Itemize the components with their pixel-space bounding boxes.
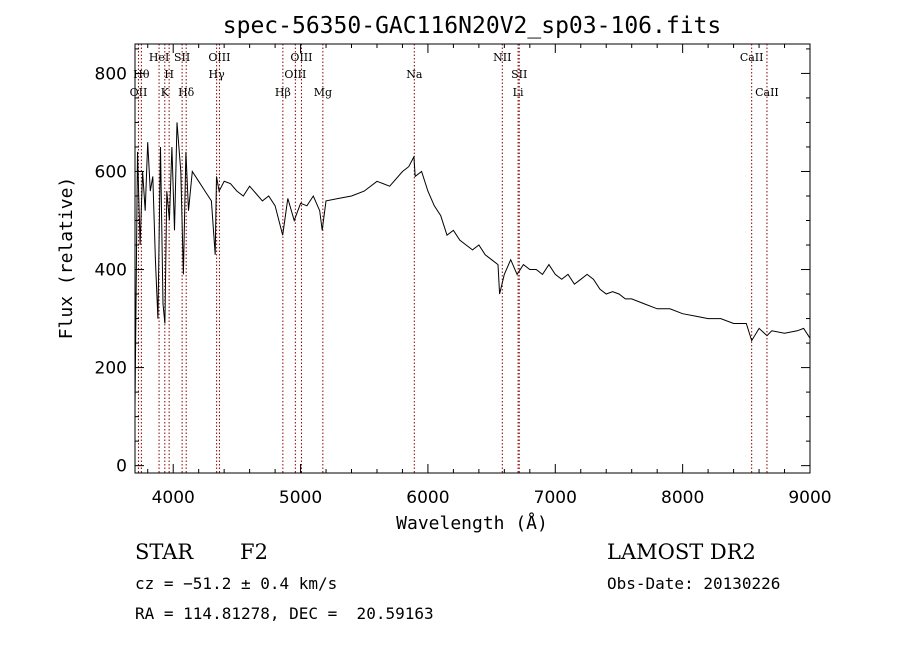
redshift-cz: cz = −51.2 ± 0.4 km/s [135,574,338,593]
y-tick-label-3: 600 [95,162,127,182]
line-marker-label-10: OIII [284,68,306,81]
line-marker-label-14: NII [493,51,511,64]
line-marker-label-3: K [161,86,170,99]
y-axis: 0 200 400 600 800 [95,48,810,477]
x-tick-label-0: 4000 [152,488,195,508]
x-axis-label: Wavelength (Å) [396,512,548,534]
survey-name: LAMOST DR2 [607,540,756,564]
line-marker-label-17: CaII [740,51,764,64]
line-marker-label-18: CaII [755,86,779,99]
y-tick-label-0: 0 [116,457,127,477]
obs-date: Obs-Date: 20130226 [607,574,781,593]
line-marker-label-12: Mg [314,86,332,99]
x-tick-label-2: 6000 [406,488,449,508]
coordinates: RA = 114.81278, DEC = 20.59163 [135,604,434,623]
x-tick-label-3: 7000 [534,488,577,508]
y-axis-label: Flux (relative) [56,177,77,340]
line-markers: OIIHθHeIKHSIIHδOIIIHγHβOIIIOIIIMgNaNIISI… [130,44,779,473]
object-subclass: F2 [240,540,268,564]
line-marker-label-7: OIII [208,51,230,64]
line-marker-label-5: SII [174,51,190,64]
line-marker-label-15: SII [511,68,527,81]
line-marker-label-6: Hδ [178,86,195,99]
y-tick-label-4: 800 [95,64,127,84]
line-marker-label-11: OIII [290,51,312,64]
spectrum-series-line [134,122,811,407]
line-marker-label-4: H [164,68,174,81]
line-marker-label-13: Na [406,68,423,81]
y-tick-label-1: 200 [95,359,127,379]
plot-frame [134,43,811,474]
line-marker-label-0: OII [130,86,148,99]
line-marker-label-16: Li [513,86,524,99]
x-tick-label-1: 5000 [279,488,322,508]
line-marker-label-8: Hγ [209,68,226,81]
y-tick-label-2: 400 [95,261,127,281]
line-marker-label-1: Hθ [133,68,150,81]
x-axis: 4000 5000 6000 7000 8000 9000 [147,44,832,508]
x-tick-label-5: 9000 [788,488,831,508]
line-marker-label-9: Hβ [275,86,291,99]
chart-title: spec-56350-GAC116N20V2_sp03-106.fits [223,13,722,39]
line-marker-label-2: HeI [149,51,169,64]
object-type: STAR [135,540,194,564]
x-tick-label-4: 8000 [661,488,704,508]
